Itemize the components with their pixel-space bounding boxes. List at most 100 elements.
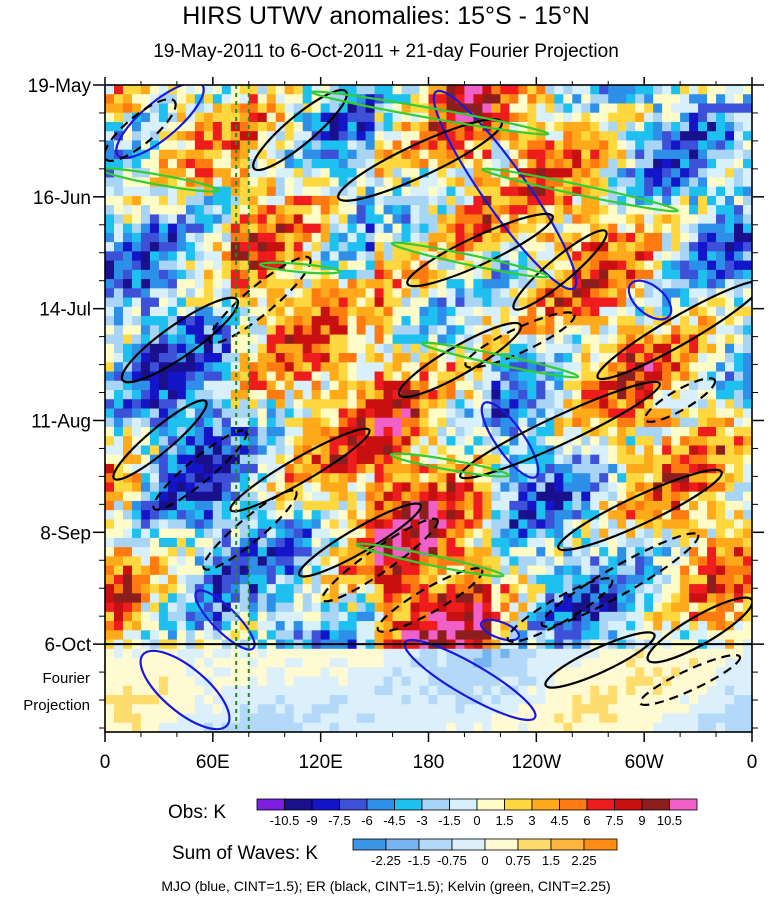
heat-cell — [266, 676, 277, 687]
heat-cell — [671, 417, 681, 428]
heat-cell — [221, 177, 232, 188]
heat-cell — [284, 510, 295, 521]
heat-cell — [239, 713, 250, 724]
heat-cell — [230, 205, 241, 215]
heat-cell — [608, 463, 618, 474]
heat-cell — [374, 621, 385, 631]
heat-cell — [725, 343, 735, 354]
heat-cell — [302, 713, 313, 724]
heat-cell — [563, 445, 573, 456]
heat-cell — [626, 269, 636, 280]
heat-cell — [671, 648, 681, 659]
heat-cell — [131, 676, 142, 687]
heat-cell — [122, 500, 133, 511]
heat-cell — [185, 621, 196, 631]
heat-cell — [275, 121, 286, 132]
heat-cell — [392, 648, 403, 659]
heat-cell — [320, 168, 331, 179]
heat-cell — [743, 390, 752, 400]
heat-cell — [671, 667, 681, 678]
heat-cell — [392, 343, 403, 354]
heat-cell — [122, 316, 133, 326]
heat-cell — [266, 316, 277, 326]
heat-cell — [473, 676, 484, 687]
heat-cell — [581, 602, 591, 613]
heat-cell — [320, 223, 331, 234]
heat-cell — [158, 500, 169, 511]
heat-cell — [302, 685, 313, 696]
heat-cell — [311, 168, 322, 179]
heat-cell — [302, 195, 313, 206]
heat-cell — [671, 94, 681, 105]
heat-cell — [509, 445, 519, 456]
heat-cell — [230, 436, 241, 447]
heat-cell — [293, 186, 304, 197]
heat-cell — [707, 399, 717, 410]
heat-cell — [275, 408, 286, 419]
heat-cell — [329, 685, 340, 696]
heat-cell — [419, 630, 430, 641]
heat-cell — [266, 112, 277, 123]
heat-cell — [275, 547, 286, 557]
heat-cell — [563, 85, 573, 95]
heat-cell — [257, 565, 268, 576]
heat-cell — [437, 556, 448, 567]
heat-cell — [329, 131, 340, 142]
heat-cell — [536, 334, 546, 345]
heat-cell — [455, 390, 466, 400]
heat-cell — [131, 491, 142, 502]
heat-cell — [257, 454, 268, 465]
heat-cell — [320, 325, 331, 336]
heat-cell — [320, 611, 331, 622]
heat-cell — [464, 279, 475, 289]
heat-cell — [608, 584, 618, 594]
heat-cell — [248, 722, 259, 732]
heat-cell — [239, 593, 250, 604]
heat-cell — [149, 121, 160, 132]
heat-cell — [518, 621, 528, 631]
heat-cell — [536, 279, 546, 289]
heat-cell — [455, 574, 466, 585]
heat-cell — [608, 685, 618, 696]
heat-cell — [356, 306, 367, 317]
heat-cell — [554, 94, 564, 105]
heat-cell — [509, 85, 519, 95]
heat-cell — [689, 658, 699, 668]
heat-cell — [176, 131, 187, 142]
heat-cell — [410, 242, 421, 252]
heat-cell — [716, 676, 726, 687]
heat-cell — [320, 528, 331, 539]
heat-cell — [302, 371, 313, 382]
heat-cell — [743, 269, 752, 280]
heat-cell — [365, 593, 376, 604]
heat-cell — [599, 131, 609, 142]
heat-cell — [131, 94, 142, 105]
heat-cell — [113, 260, 124, 271]
heat-cell — [626, 195, 636, 206]
heat-cell — [581, 630, 591, 641]
heat-cell — [212, 500, 223, 511]
chart-subtitle: 19-May-2011 to 6-Oct-2011 + 21-day Fouri… — [153, 41, 619, 62]
heat-cell — [716, 500, 726, 511]
heat-cell — [113, 297, 124, 308]
heat-cell — [743, 528, 752, 539]
heat-cell — [131, 223, 142, 234]
heat-cell — [149, 288, 160, 299]
heat-cell — [230, 463, 241, 474]
heat-cell — [356, 205, 367, 215]
heat-cell — [176, 519, 187, 530]
heat-cell — [221, 269, 232, 280]
heat-cell — [572, 482, 582, 493]
heat-cell — [266, 297, 277, 308]
heat-cell — [527, 149, 537, 160]
heat-cell — [347, 306, 358, 317]
heat-cell — [194, 399, 205, 410]
heat-cell — [707, 214, 717, 225]
heat-cell — [563, 103, 573, 114]
heat-cell — [419, 676, 430, 687]
heat-cell — [662, 436, 672, 447]
heat-cell — [671, 473, 681, 484]
heat-cell — [320, 667, 331, 678]
heat-cell — [707, 510, 717, 521]
heat-cell — [644, 667, 654, 678]
